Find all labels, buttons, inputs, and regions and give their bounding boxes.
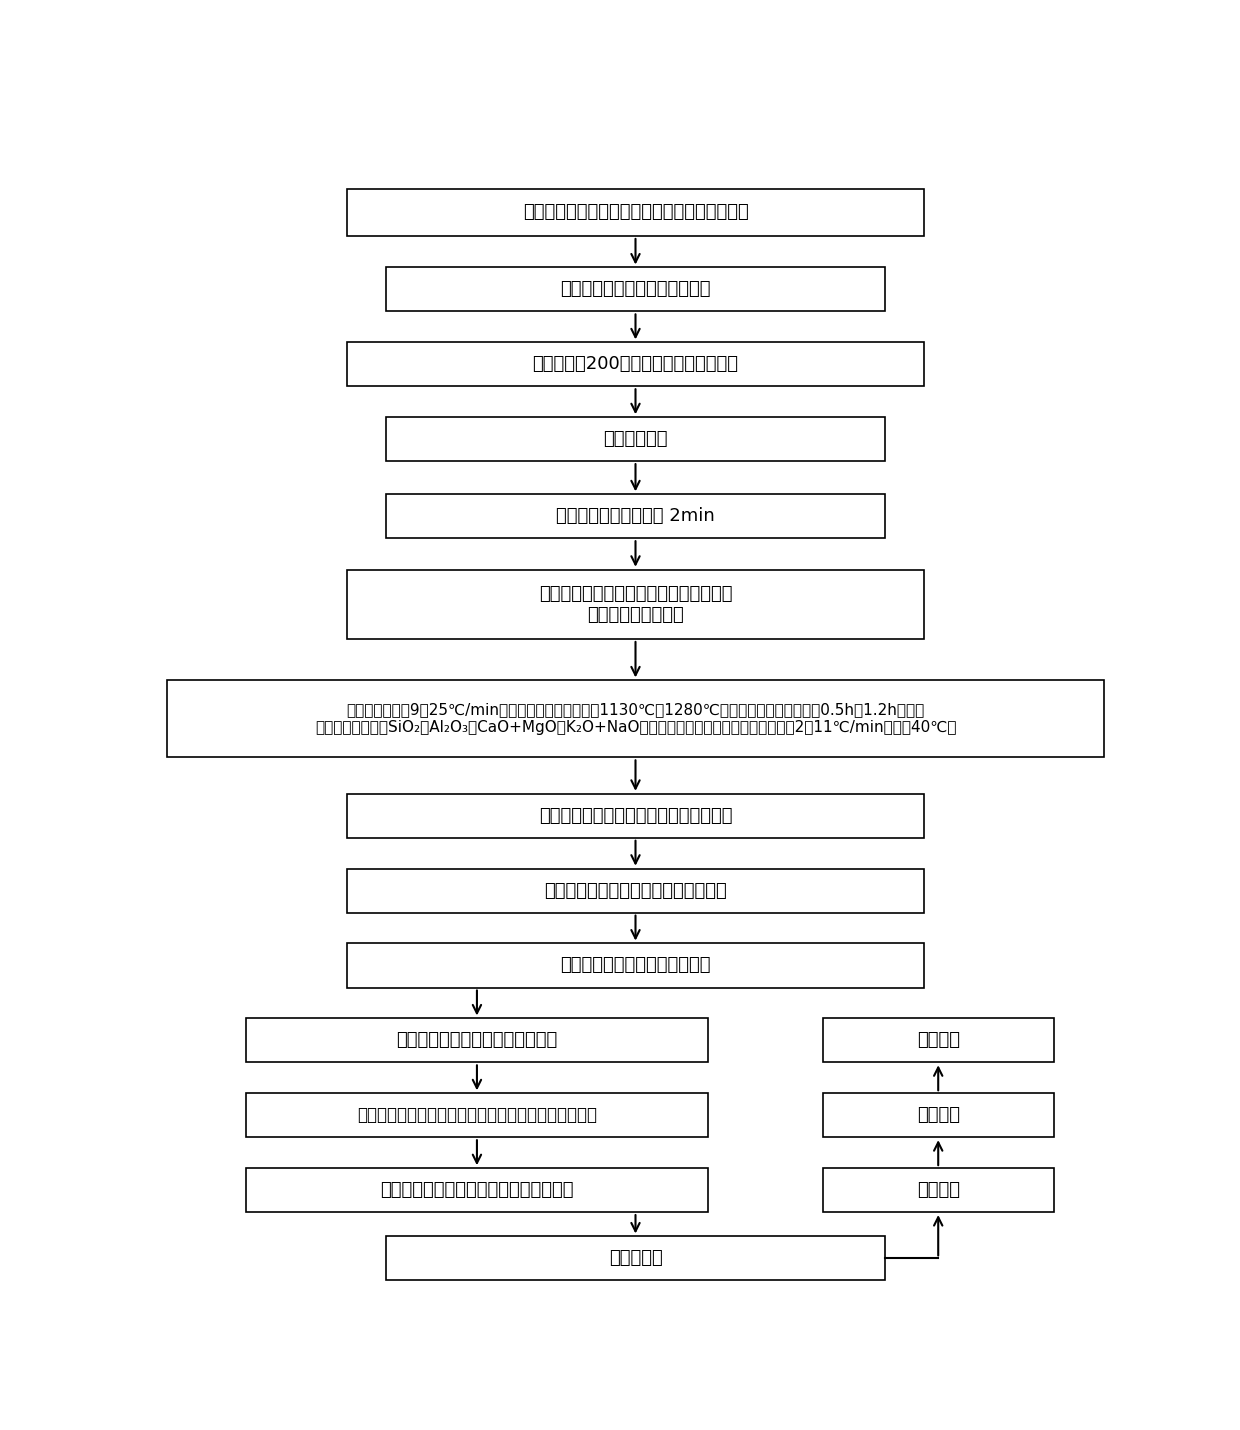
Bar (247, 1093, 708, 1137)
Bar (347, 868, 924, 912)
Text: 向竖向通孔和横向通孔内浇注灌孔混凝土: 向竖向通孔和横向通孔内浇注灌孔混凝土 (381, 1181, 574, 1200)
Text: 在竖向通孔和横向通孔内设置钢筋: 在竖向通孔和横向通孔内设置钢筋 (397, 1031, 558, 1050)
Bar (347, 342, 924, 386)
Bar (823, 1018, 1054, 1062)
Bar (823, 1093, 1054, 1137)
Bar (386, 267, 885, 312)
Text: 烘干、过筛，除去金属和有机物: 烘干、过筛，除去金属和有机物 (560, 280, 711, 299)
Bar (823, 1168, 1054, 1213)
Text: 产品入库: 产品入库 (916, 1031, 960, 1050)
Bar (347, 794, 924, 838)
Bar (386, 418, 885, 462)
Text: 分类球磨成200目的干粉料，并送入料仓: 分类球磨成200目的干粉料，并送入料仓 (532, 355, 739, 373)
Text: 预热升温，速率9～25℃/min；恒温烧结，温度范围在1130℃～1280℃之间波动，恒温烧结时间0.5h～1.2h，对于
不同工业废弃物的SiO₂、Al₂O₃: 预热升温，速率9～25℃/min；恒温烧结，温度范围在1130℃～1280℃之间… (315, 702, 956, 735)
Text: 将位于横向通孔两端的金属连接件与横向钢筋焊接相连: 将位于横向通孔两端的金属连接件与横向钢筋焊接相连 (357, 1107, 596, 1124)
Text: 铝尾矿渣、粉煤灰、废弃渣土、污泥固体废弃物: 铝尾矿渣、粉煤灰、废弃渣土、污泥固体废弃物 (522, 203, 749, 222)
Text: 烧结轻质墙板坯体出窑，并清理烧结模具: 烧结轻质墙板坯体出窑，并清理烧结模具 (538, 807, 733, 825)
Bar (386, 495, 885, 538)
Bar (347, 944, 924, 988)
Text: 划线、加工竖向通孔和横向通孔: 划线、加工竖向通孔和横向通孔 (560, 957, 711, 974)
Text: 产品包装: 产品包装 (916, 1107, 960, 1124)
Text: 各种物料计量: 各种物料计量 (603, 430, 668, 448)
Bar (347, 189, 924, 236)
Bar (347, 569, 924, 639)
Bar (247, 1018, 708, 1062)
Bar (167, 681, 1104, 758)
Text: 养护窑养护: 养护窑养护 (609, 1250, 662, 1267)
Text: 产品检验: 产品检验 (916, 1181, 960, 1200)
Text: 烧结模具组装，铺设耐火纸，填装干粉料
送入隧道窑进行烧结: 烧结模具组装，铺设耐火纸，填装干粉料 送入隧道窑进行烧结 (538, 585, 733, 623)
Bar (386, 1237, 885, 1280)
Bar (247, 1168, 708, 1213)
Text: 将轻质墙板坯体切割成规定尺寸和形状: 将轻质墙板坯体切割成规定尺寸和形状 (544, 882, 727, 899)
Text: 各种物料搅拌机干搅拌 2min: 各种物料搅拌机干搅拌 2min (556, 508, 715, 525)
